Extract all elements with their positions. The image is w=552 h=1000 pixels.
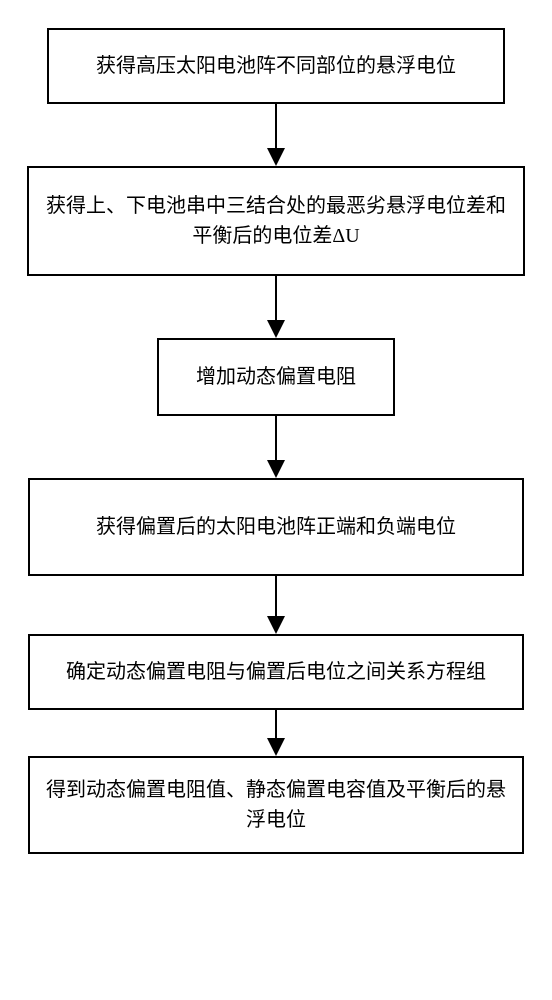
arrow-head-icon: [267, 460, 285, 478]
flow-arrow: [267, 416, 285, 478]
arrow-shaft: [275, 276, 277, 320]
flow-node-n5: 确定动态偏置电阻与偏置后电位之间关系方程组: [28, 634, 524, 710]
arrow-head-icon: [267, 738, 285, 756]
arrow-shaft: [275, 710, 277, 738]
flow-node-label: 获得偏置后的太阳电池阵正端和负端电位: [96, 512, 456, 542]
flow-arrow: [267, 276, 285, 338]
flowchart-container: 获得高压太阳电池阵不同部位的悬浮电位获得上、下电池串中三结合处的最恶劣悬浮电位差…: [27, 28, 525, 854]
flow-node-n6: 得到动态偏置电阻值、静态偏置电容值及平衡后的悬浮电位: [28, 756, 524, 854]
flow-node-n1: 获得高压太阳电池阵不同部位的悬浮电位: [47, 28, 505, 104]
arrow-head-icon: [267, 148, 285, 166]
arrow-shaft: [275, 416, 277, 460]
flow-arrow: [267, 576, 285, 634]
arrow-head-icon: [267, 320, 285, 338]
arrow-shaft: [275, 576, 277, 616]
flow-node-n2: 获得上、下电池串中三结合处的最恶劣悬浮电位差和平衡后的电位差ΔU: [27, 166, 525, 276]
flow-node-label: 得到动态偏置电阻值、静态偏置电容值及平衡后的悬浮电位: [40, 775, 512, 835]
flow-node-label: 获得高压太阳电池阵不同部位的悬浮电位: [96, 51, 456, 81]
flow-node-n3: 增加动态偏置电阻: [157, 338, 395, 416]
arrow-shaft: [275, 104, 277, 148]
flow-node-label: 增加动态偏置电阻: [196, 362, 356, 392]
flow-arrow: [267, 104, 285, 166]
flow-arrow: [267, 710, 285, 756]
arrow-head-icon: [267, 616, 285, 634]
flow-node-n4: 获得偏置后的太阳电池阵正端和负端电位: [28, 478, 524, 576]
flow-node-label: 确定动态偏置电阻与偏置后电位之间关系方程组: [66, 657, 486, 687]
flow-node-label: 获得上、下电池串中三结合处的最恶劣悬浮电位差和平衡后的电位差ΔU: [39, 191, 513, 251]
